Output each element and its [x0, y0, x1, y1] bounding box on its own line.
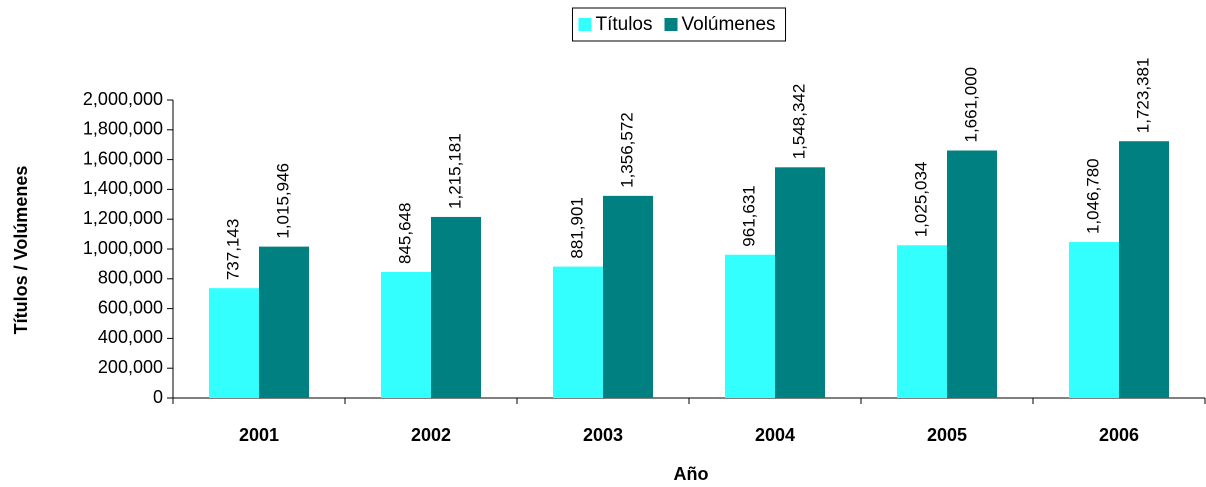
y-tick-label: 1,600,000 [83, 148, 163, 168]
bar [553, 266, 603, 398]
y-tick-label: 1,400,000 [83, 178, 163, 198]
value-label: 845,648 [395, 203, 414, 264]
y-tick-label: 800,000 [98, 268, 163, 288]
legend-swatch [578, 18, 592, 31]
x-tick-label: 2001 [239, 425, 279, 445]
value-label: 961,631 [739, 185, 758, 246]
value-label: 1,046,780 [1083, 158, 1102, 234]
value-label: 881,901 [567, 197, 586, 258]
bar [947, 150, 997, 398]
value-label: 1,661,000 [961, 67, 980, 143]
value-label: 737,143 [223, 219, 242, 280]
y-tick-label: 2,000,000 [83, 89, 163, 109]
bar [431, 216, 481, 398]
value-label: 1,356,572 [617, 112, 636, 188]
legend-label: Títulos [595, 14, 652, 35]
y-tick-label: 200,000 [98, 357, 163, 377]
y-axis-title: Títulos / Volúmenes [11, 166, 31, 335]
bar [209, 288, 259, 398]
bar [259, 246, 309, 398]
x-tick-label: 2005 [927, 425, 967, 445]
bar [897, 245, 947, 398]
bar [381, 271, 431, 398]
bar [1069, 242, 1119, 398]
x-tick-label: 2002 [411, 425, 451, 445]
y-tick-label: 1,000,000 [83, 238, 163, 258]
value-label: 1,215,181 [445, 133, 464, 209]
legend-swatch [664, 18, 678, 31]
x-tick-label: 2006 [1099, 425, 1139, 445]
x-tick-label: 2003 [583, 425, 623, 445]
x-axis-title: Año [674, 464, 709, 484]
y-tick-label: 0 [153, 387, 163, 407]
value-label: 1,015,946 [273, 163, 292, 239]
bar [725, 254, 775, 398]
value-label: 1,025,034 [911, 162, 930, 238]
y-tick-label: 1,200,000 [83, 208, 163, 228]
y-tick-label: 400,000 [98, 327, 163, 347]
bar [775, 167, 825, 398]
value-label: 1,723,381 [1133, 58, 1152, 134]
y-tick-label: 600,000 [98, 297, 163, 317]
legend-label: Volúmenes [682, 14, 776, 35]
legend-box [571, 7, 787, 42]
value-label: 1,548,342 [789, 84, 808, 160]
y-tick-label: 1,800,000 [83, 119, 163, 139]
x-tick-label: 2004 [755, 425, 795, 445]
bar [603, 195, 653, 398]
bar [1119, 141, 1169, 398]
